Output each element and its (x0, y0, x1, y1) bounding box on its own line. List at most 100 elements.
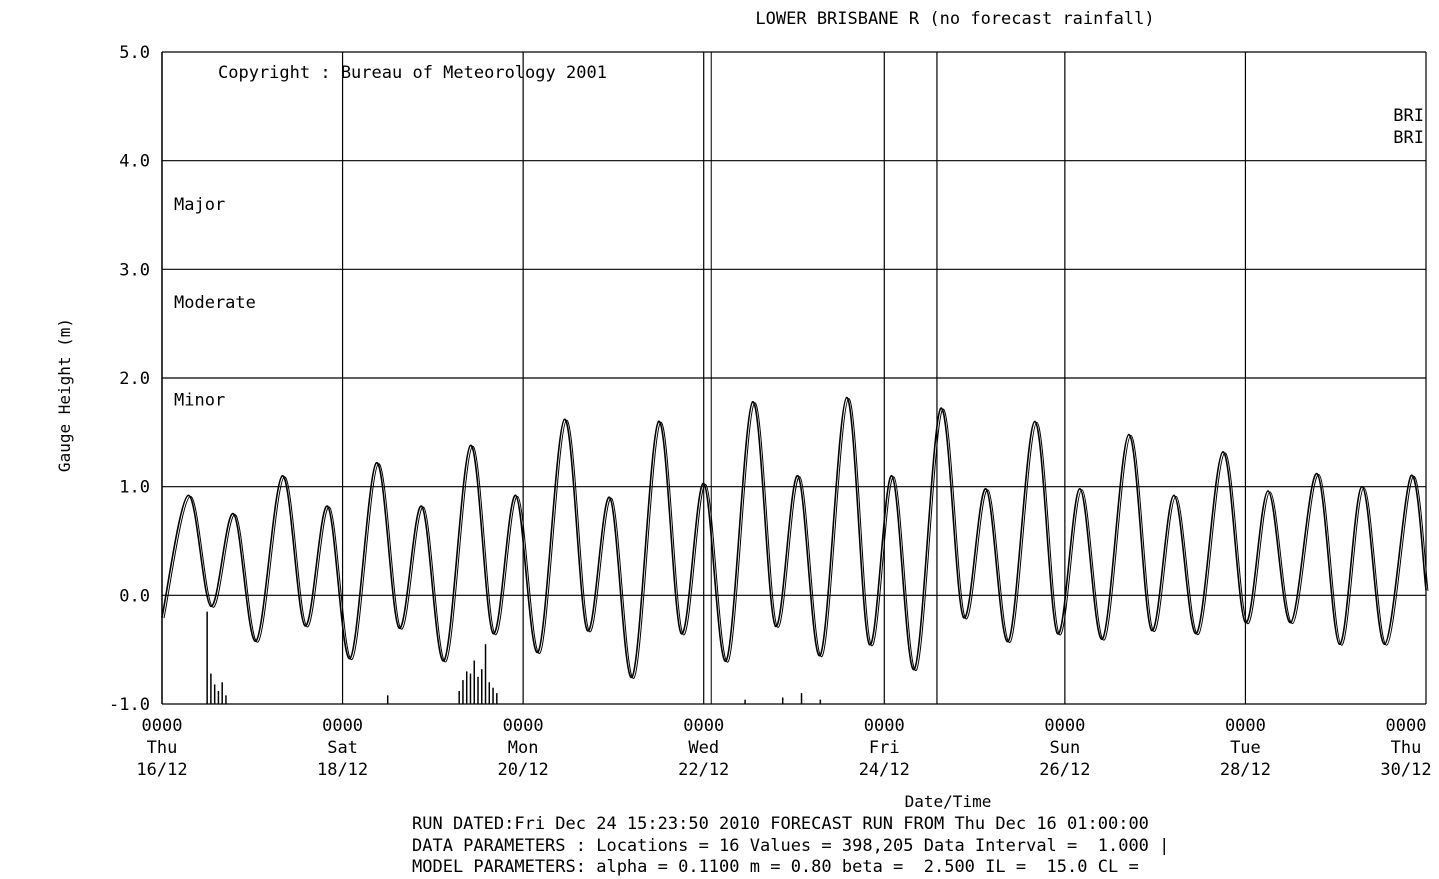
series-point-27 (796, 475, 799, 477)
x-tick-day-6: Tue (1230, 738, 1261, 758)
series-point-21 (657, 420, 660, 423)
x-tick-day-1: Sat (327, 738, 358, 758)
series-point-29 (845, 396, 848, 399)
series-point-46 (1244, 621, 1247, 624)
series-point-4 (255, 640, 257, 642)
x-tick-day-4: Fri (869, 738, 900, 758)
series-point-2 (210, 605, 212, 607)
series-point-30 (868, 643, 871, 646)
series-point-0 (161, 616, 163, 618)
x-tick-day-2: Mon (508, 738, 539, 758)
x-tick-day-0: Thu (147, 738, 178, 758)
data-parameters-line: DATA PARAMETERS : Locations = 16 Values … (412, 836, 1170, 856)
series-point-3 (232, 513, 235, 515)
series-point-20 (631, 676, 634, 678)
x-tick-date-1: 18/12 (317, 760, 368, 780)
y-tick-label-5: 0.0 (119, 586, 150, 606)
x-tick-time-7: 0000 (1386, 716, 1427, 736)
series-point-32 (913, 668, 916, 671)
series-point-24 (725, 659, 728, 662)
series-point-53 (1410, 475, 1412, 477)
x-tick-date-0: 16/12 (136, 760, 187, 780)
series-point-1 (187, 494, 190, 497)
model-parameters-line: MODEL PARAMETERS: alpha = 0.1100 m = 0.8… (412, 857, 1139, 877)
x-tick-day-3: Wed (688, 738, 719, 758)
series-point-39 (1079, 488, 1081, 490)
series-point-13 (469, 444, 472, 447)
x-tick-time-1: 0000 (322, 716, 363, 736)
x-tick-date-5: 26/12 (1039, 760, 1090, 780)
series-point-38 (1056, 632, 1059, 635)
flood-level-moderate: Moderate (174, 293, 256, 313)
x-tick-date-3: 22/12 (678, 760, 729, 780)
series-point-25 (751, 401, 754, 403)
series-point-48 (1289, 621, 1292, 624)
y-tick-label-2: 3.0 (119, 260, 150, 280)
series-line-observed (161, 396, 1427, 678)
chart-title: LOWER BRISBANE R (no forecast rainfall) (755, 9, 1154, 29)
series-line-model (163, 398, 1429, 679)
y-tick-label-0: 5.0 (119, 43, 150, 63)
series-point-16 (537, 651, 539, 653)
y-tick-label-6: -1.0 (109, 695, 150, 715)
y-tick-label-1: 4.0 (119, 152, 150, 172)
series-point-49 (1316, 472, 1318, 475)
x-tick-time-6: 0000 (1225, 716, 1266, 736)
series-point-54 (1425, 589, 1427, 591)
series-point-42 (1150, 629, 1153, 631)
chart-grid (161, 51, 1427, 705)
x-tick-date-6: 28/12 (1220, 760, 1271, 780)
x-tick-labels: 0000Thu16/120000Sat18/120000Mon20/120000… (136, 716, 1431, 780)
series-point-33 (939, 407, 942, 410)
series-point-51 (1361, 485, 1363, 488)
rainfall-bars (206, 611, 822, 704)
series-point-36 (1007, 640, 1010, 642)
series-point-35 (985, 488, 987, 490)
series-point-40 (1101, 638, 1104, 640)
series-point-12 (443, 659, 445, 662)
series-point-7 (326, 505, 329, 508)
x-axis-label: Date/Time (905, 792, 992, 811)
series-point-5 (281, 475, 284, 477)
x-tick-time-5: 0000 (1044, 716, 1085, 736)
series-point-10 (398, 627, 400, 629)
y-tick-label-3: 2.0 (119, 369, 150, 389)
x-tick-date-7: 30/12 (1380, 760, 1431, 780)
series-point-45 (1222, 451, 1224, 453)
series-point-47 (1267, 490, 1269, 492)
series-point-11 (420, 505, 423, 508)
x-tick-date-4: 24/12 (859, 760, 910, 780)
series-point-19 (608, 496, 611, 499)
station-label-0: BRI (1393, 106, 1424, 126)
x-tick-day-5: Sun (1049, 738, 1080, 758)
series-point-6 (304, 624, 306, 627)
flood-level-labels: Major Moderate Minor (174, 195, 256, 411)
series-point-17 (563, 418, 566, 421)
series-point-9 (375, 461, 378, 464)
series-point-8 (349, 657, 351, 660)
y-axis-label: Gauge Height (m) (55, 318, 74, 472)
flood-level-minor: Minor (174, 391, 225, 411)
series-point-23 (702, 482, 705, 485)
series-point-34 (962, 616, 965, 618)
series-point-15 (514, 494, 517, 497)
y-tick-label-4: 1.0 (119, 478, 150, 498)
series-point-50 (1338, 643, 1341, 646)
series-point-26 (774, 624, 776, 627)
series-point-22 (680, 632, 682, 635)
series-lines (161, 396, 1429, 679)
x-tick-time-2: 0000 (503, 716, 544, 736)
series-point-18 (586, 629, 588, 631)
copyright-label: Copyright : Bureau of Meteorology 2001 (218, 63, 607, 83)
series-point-52 (1383, 643, 1386, 646)
x-tick-date-2: 20/12 (498, 760, 549, 780)
series-point-44 (1195, 632, 1198, 635)
series-point-28 (819, 654, 822, 656)
series-point-41 (1128, 433, 1130, 436)
station-label-1: BRI (1393, 128, 1424, 148)
x-tick-day-7: Thu (1391, 738, 1422, 758)
x-tick-time-3: 0000 (683, 716, 724, 736)
series-point-14 (492, 632, 494, 635)
